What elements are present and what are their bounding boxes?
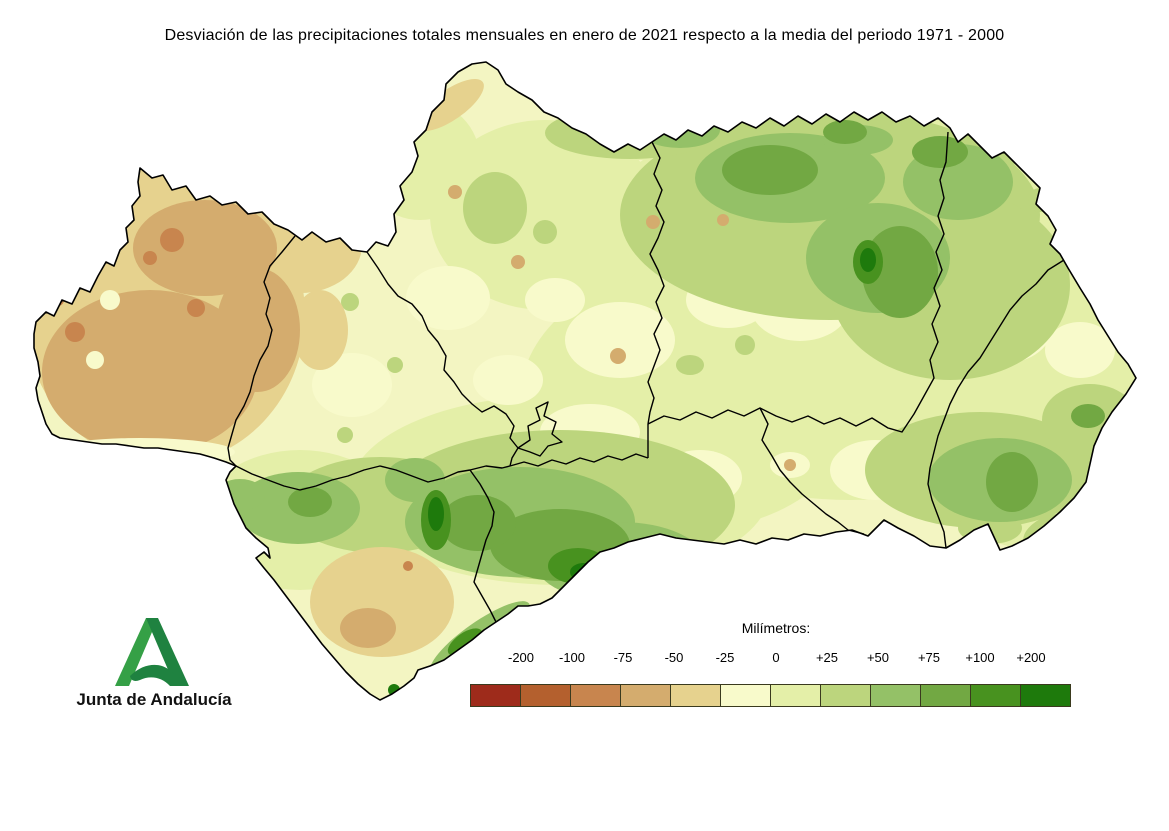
legend-swatch bbox=[670, 684, 721, 707]
legend-tick-label: -75 bbox=[613, 650, 633, 665]
legend-swatch bbox=[920, 684, 971, 707]
legend-swatch bbox=[820, 684, 871, 707]
legend-tick-label: -200 bbox=[507, 650, 535, 665]
province-boundaries bbox=[227, 131, 1065, 623]
legend-tick-label: +75 bbox=[917, 650, 941, 665]
legend-swatch bbox=[970, 684, 1021, 707]
legend-tick-label: +100 bbox=[965, 650, 995, 665]
legend-title: Milímetros: bbox=[741, 620, 811, 636]
legend-tick-label: -25 bbox=[715, 650, 735, 665]
junta-a-icon bbox=[115, 618, 189, 686]
legend-swatch bbox=[520, 684, 571, 707]
legend-tick-label: 0 bbox=[772, 650, 780, 665]
junta-de-andalucia-logo: Junta de Andalucía bbox=[64, 612, 244, 717]
legend-swatch bbox=[470, 684, 521, 707]
legend: Milímetros: -200 -100 -75 -50 -25 0 +25 +50 +75 +… bbox=[470, 620, 1082, 712]
region-outline bbox=[33, 61, 1137, 701]
legend-swatch bbox=[1020, 684, 1071, 707]
legend-tick-label: +25 bbox=[815, 650, 839, 665]
junta-logo-text: Junta de Andalucía bbox=[76, 690, 232, 709]
legend-color-bar bbox=[470, 684, 1071, 707]
legend-swatch bbox=[870, 684, 921, 707]
legend-tick-row: -200 -100 -75 -50 -25 0 +25 +50 +75 +100 +200 bbox=[470, 650, 1082, 668]
legend-tick-label: -100 bbox=[558, 650, 586, 665]
legend-tick-label: -50 bbox=[664, 650, 684, 665]
legend-tick-label: +50 bbox=[866, 650, 890, 665]
legend-swatch bbox=[620, 684, 671, 707]
legend-swatch bbox=[770, 684, 821, 707]
legend-tick-label: +200 bbox=[1016, 650, 1046, 665]
legend-swatch bbox=[720, 684, 771, 707]
legend-swatch bbox=[570, 684, 621, 707]
page-title: Desviación de las precipitaciones totale… bbox=[164, 27, 1005, 44]
